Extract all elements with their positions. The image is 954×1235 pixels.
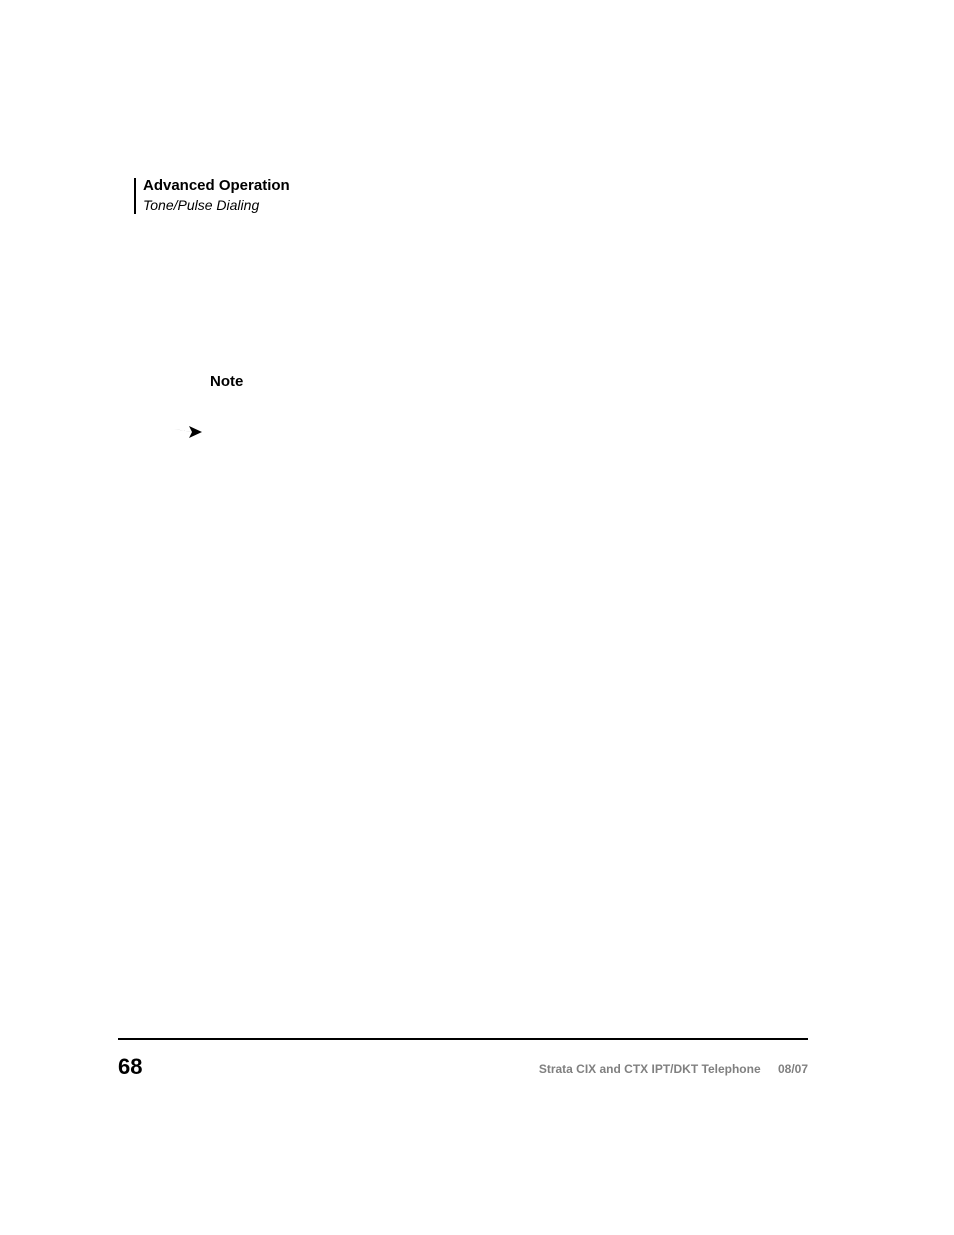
document-page: Advanced Operation Tone/Pulse Dialing No… — [0, 0, 954, 1235]
page-number: 68 — [118, 1054, 142, 1080]
footer-text: Strata CIX and CTX IPT/DKT Telephone 08/… — [539, 1062, 808, 1076]
footer-date: 08/07 — [778, 1062, 808, 1076]
footer-doc-title: Strata CIX and CTX IPT/DKT Telephone — [539, 1062, 761, 1076]
header-vertical-rule — [134, 178, 136, 214]
footer-horizontal-rule — [118, 1038, 808, 1040]
running-header-title: Advanced Operation — [143, 177, 290, 194]
arrow-right-icon — [174, 425, 202, 444]
running-header-subtitle: Tone/Pulse Dialing — [143, 197, 259, 213]
note-label: Note — [210, 373, 243, 390]
